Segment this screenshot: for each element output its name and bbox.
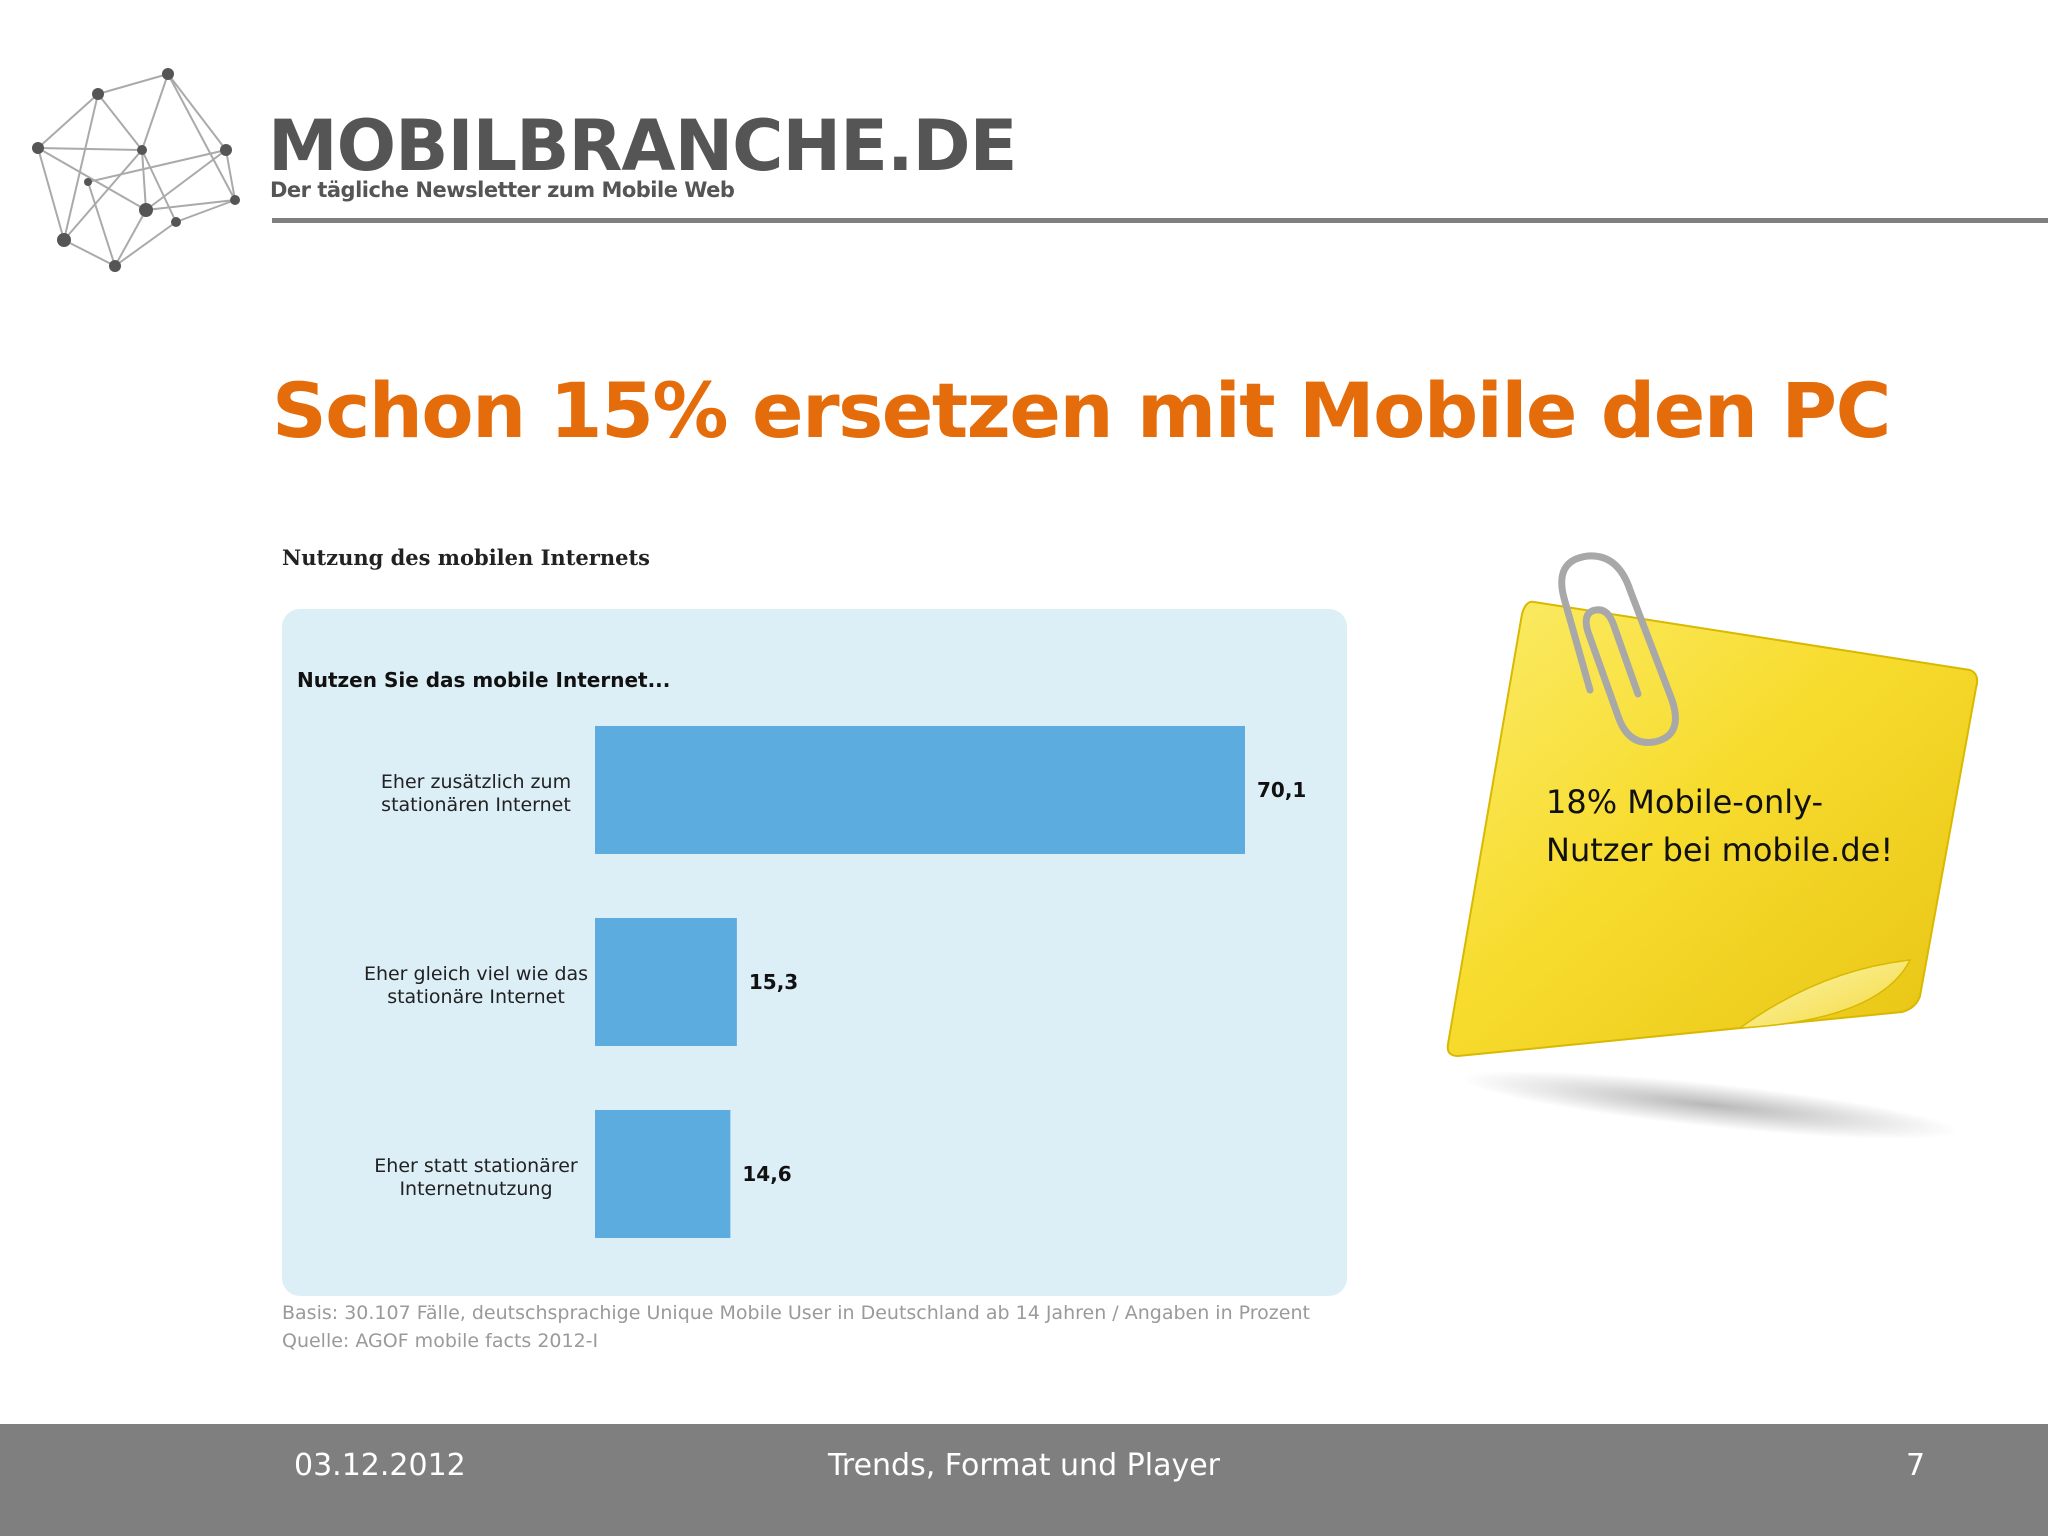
- footnote-source: Quelle: AGOF mobile facts 2012-I: [282, 1330, 599, 1352]
- bar-2: [595, 918, 737, 1046]
- bar-value-label-2: 15,3: [749, 970, 798, 994]
- category-label-3-line-1: Eher statt stationärer: [374, 1155, 578, 1177]
- bar-3: [595, 1110, 731, 1238]
- category-label-1-line-2: stationären Internet: [381, 794, 571, 816]
- bar-value-label-1: 70,1: [1257, 778, 1306, 802]
- footnote-basis: Basis: 30.107 Fälle, deutschsprachige Un…: [282, 1302, 1310, 1324]
- footer-date: 03.12.2012: [294, 1448, 466, 1483]
- chart-heading: Nutzung des mobilen Internets: [282, 545, 650, 570]
- bar-1: [595, 726, 1245, 854]
- sticky-note-text: 18% Mobile-only- Nutzer bei mobile.de!: [1546, 778, 1893, 874]
- footer-title: Trends, Format und Player: [827, 1448, 1221, 1483]
- chart-panel: [282, 609, 1347, 1296]
- sticky-note: [1446, 552, 1979, 1140]
- logo-tagline: Der tägliche Newsletter zum Mobile Web: [270, 178, 735, 202]
- category-label-1-line-1: Eher zusätzlich zum: [381, 771, 571, 793]
- category-label-3-line-2: Internetnutzung: [399, 1178, 552, 1200]
- footer-bar: [0, 1424, 2048, 1536]
- sticky-note-line1: 18% Mobile-only-: [1546, 783, 1824, 821]
- paperclip-icon: [1558, 552, 1679, 746]
- logo-name: MOBILBRANCHE.DE: [268, 105, 1017, 187]
- header-divider: [272, 218, 2048, 223]
- footer-page-number: 7: [1906, 1448, 1926, 1483]
- category-label-2-line-1: Eher gleich viel wie das: [364, 963, 588, 985]
- logo-network-icon: [32, 68, 240, 272]
- bar-value-label-3: 14,6: [742, 1162, 791, 1186]
- sticky-note-line2: Nutzer bei mobile.de!: [1546, 831, 1894, 869]
- slide-title: Schon 15% ersetzen mit Mobile den PC: [272, 366, 1891, 455]
- chart-question: Nutzen Sie das mobile Internet...: [297, 668, 671, 692]
- category-label-2-line-2: stationäre Internet: [387, 986, 565, 1008]
